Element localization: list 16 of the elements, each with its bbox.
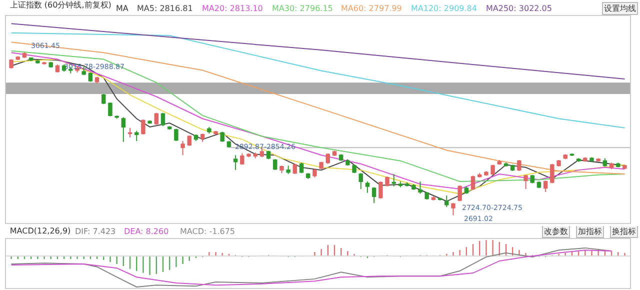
text: MA250: 3022.05 bbox=[486, 4, 552, 13]
text: 加指标 bbox=[578, 227, 602, 236]
text: DIF: 7.423 bbox=[75, 227, 116, 236]
text: MA60: 2797.99 bbox=[341, 4, 402, 13]
text: 设置均线 bbox=[604, 4, 636, 13]
chart-title: 上证指数 (60分钟线,前复权) bbox=[10, 0, 112, 10]
text: MA5: 2816.81 bbox=[137, 4, 193, 13]
text: MA bbox=[116, 4, 129, 13]
text: 换指标 bbox=[612, 227, 636, 236]
text: DEA: 8.260 bbox=[124, 227, 169, 236]
chart-title: MACD(12,26,9) bbox=[10, 226, 71, 236]
text: MA20: 2813.10 bbox=[202, 4, 263, 13]
text: MA120: 2909.84 bbox=[411, 4, 477, 13]
text: MA30: 2796.15 bbox=[272, 4, 333, 13]
text: 改参数 bbox=[544, 227, 568, 236]
text: MACD: -1.675 bbox=[180, 227, 236, 236]
